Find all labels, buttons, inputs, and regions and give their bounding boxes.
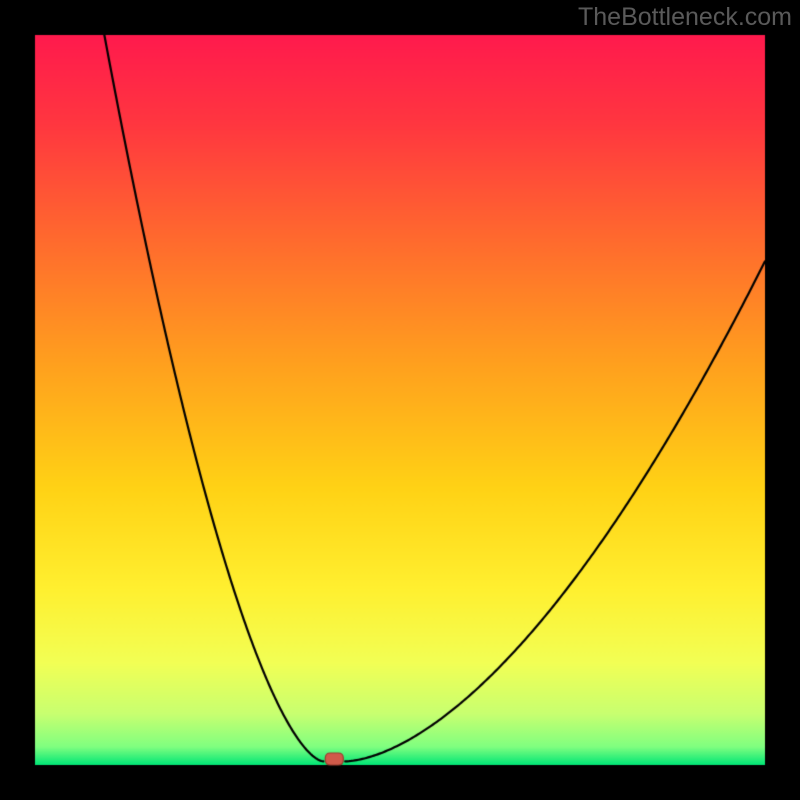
chart-stage: TheBottleneck.com	[0, 0, 800, 800]
chart-canvas	[0, 0, 800, 800]
watermark-label: TheBottleneck.com	[578, 3, 792, 32]
